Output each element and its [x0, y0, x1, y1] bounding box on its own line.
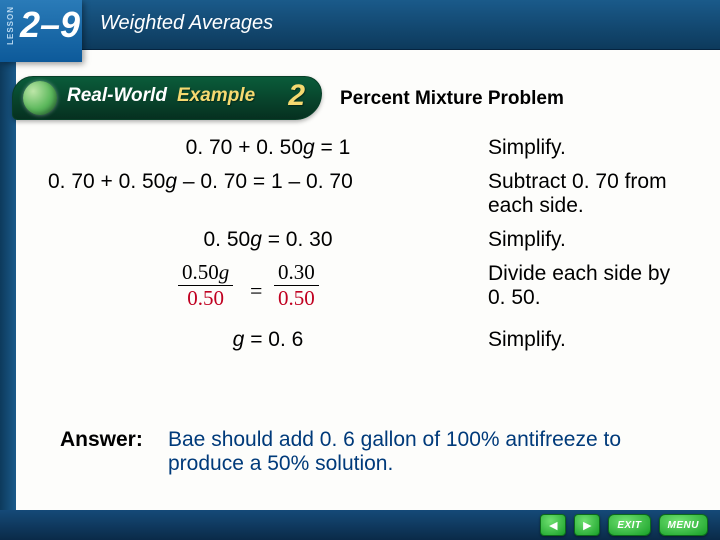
lesson-label: LESSON — [6, 6, 15, 45]
step-equation: 0. 70 + 0. 50g – 0. 70 = 1 – 0. 70 — [48, 170, 488, 194]
next-button[interactable]: ► — [574, 514, 600, 536]
step-row: g = 0. 6 Simplify. — [48, 328, 680, 352]
frac-den-right: 0.50 — [274, 288, 319, 309]
slide-title: Percent Mixture Problem — [340, 88, 564, 110]
step-row: 0. 70 + 0. 50g – 0. 70 = 1 – 0. 70 Subtr… — [48, 170, 680, 218]
ribbon-real-world: Real-World — [67, 85, 167, 107]
step-row: 0. 70 + 0. 50g = 1 Simplify. — [48, 136, 680, 160]
step-explain: Simplify. — [488, 136, 680, 160]
chapter-title: Weighted Averages — [100, 12, 273, 35]
step-explain: Subtract 0. 70 from each side. — [488, 170, 680, 218]
globe-icon — [23, 81, 57, 115]
content-area: 0. 70 + 0. 50g = 1 Simplify. 0. 70 + 0. … — [48, 136, 680, 362]
menu-button[interactable]: MENU — [659, 514, 708, 536]
equals-sign: = — [250, 278, 262, 304]
answer-block: Answer: Bae should add 0. 6 gallon of 10… — [60, 428, 680, 476]
frac-den-left: 0.50 — [178, 288, 233, 309]
step-explain: Simplify. — [488, 228, 680, 252]
lesson-number: 2–9 — [20, 4, 80, 46]
frac-num-coeff: 0.50 — [182, 260, 219, 284]
lesson-badge: LESSON 2–9 — [0, 0, 82, 62]
step-explain: Divide each side by 0. 50. — [488, 262, 680, 310]
nav-controls: ◄ ► EXIT MENU — [540, 514, 708, 536]
fraction-equation: 0.50g 0.50 = 0.30 0.50 — [48, 262, 488, 318]
answer-label: Answer: — [60, 428, 168, 476]
frac-num-right: 0.30 — [274, 262, 319, 283]
step-equation: 0. 50g = 0. 30 — [48, 228, 488, 252]
step-row: 0. 50g = 0. 30 Simplify. — [48, 228, 680, 252]
step-equation: g = 0. 6 — [48, 328, 488, 352]
ribbon-example: Example — [177, 85, 255, 107]
step-explain: Simplify. — [488, 328, 680, 352]
fraction-row: 0.50g 0.50 = 0.30 0.50 Divide each side … — [48, 262, 680, 318]
exit-button[interactable]: EXIT — [608, 514, 650, 536]
frac-num-var: g — [219, 260, 230, 284]
real-world-example-ribbon: Real-World Example 2 — [12, 76, 322, 120]
ribbon-number: 2 — [288, 79, 305, 113]
answer-text: Bae should add 0. 6 gallon of 100% antif… — [168, 428, 680, 476]
prev-button[interactable]: ◄ — [540, 514, 566, 536]
step-equation: 0. 70 + 0. 50g = 1 — [48, 136, 488, 160]
left-stripe — [0, 62, 16, 540]
